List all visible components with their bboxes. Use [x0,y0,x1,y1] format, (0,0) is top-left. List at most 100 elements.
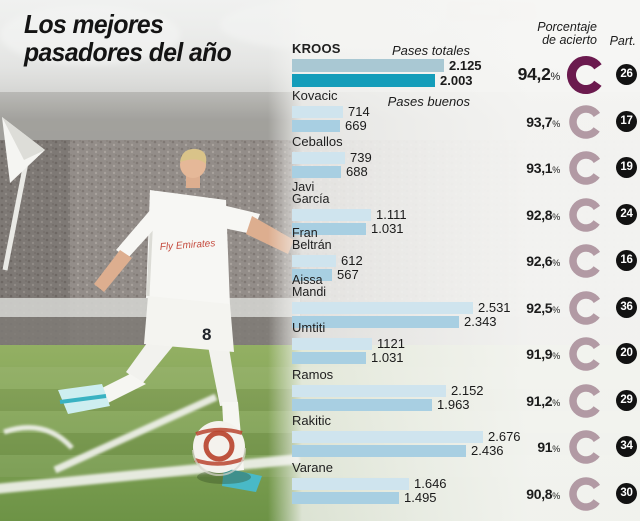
total-passes-bar [292,255,336,267]
player-row: Fran Beltrán 612 567 92,6% 16 [0,226,640,281]
total-passes-bar [292,59,444,72]
appearances-badge: 29 [616,390,637,411]
player-row: Aissa Mandi 2.531 2.343 92,5% 36 [0,273,640,328]
appearances-badge: 20 [616,343,637,364]
good-passes-value: 688 [346,164,368,179]
total-passes-value: 1121 [377,336,405,351]
jersey-text: Fly Emirates [159,238,215,253]
good-passes-bar [292,352,366,364]
pitch-lines [0,393,301,494]
good-passes-value: 1.031 [371,221,404,236]
player-row: Rakitic 2.676 2.436 91% 34 [0,413,640,464]
appearances-badge: 26 [616,64,637,85]
total-passes-value: 2.531 [478,300,511,315]
good-passes-value: 2.343 [464,314,497,329]
accuracy-ring [569,477,603,511]
total-passes-value: 1.111 [376,207,407,222]
player-figure: Fly Emirates 8 [58,148,294,492]
total-passes-bar [292,302,473,314]
accuracy-value: 93,1% [526,160,560,176]
accuracy-column-header: Porcentaje de acierto [537,20,597,47]
title-line1: Los mejores [24,9,164,39]
player-name: Umtiti [292,320,326,335]
player-name: Kovacic [292,88,338,103]
player-name: Aissa Mandi [292,273,327,299]
accuracy-value: 92,5% [526,300,560,316]
legend-total-passes: Pases totales [391,43,470,58]
total-passes-value: 739 [350,150,372,165]
accuracy-ring [569,151,603,185]
accuracy-value: 91% [537,439,560,455]
total-passes-value: 612 [341,253,363,268]
good-passes-value: 1.963 [437,397,470,412]
good-passes-bar [292,74,435,87]
accuracy-ring [569,244,603,278]
player-row: Javi García 1.111 1.031 92,8% 24 [0,180,640,235]
appearances-badge: 16 [616,250,637,271]
player-name: Rakitic [292,413,332,428]
good-passes-bar [292,120,340,132]
good-passes-bar [292,316,459,328]
appearances-badge: 24 [616,204,637,225]
total-passes-value: 2.152 [451,383,484,398]
good-passes-bar [292,445,466,457]
player-row: Ceballos 739 688 93,1% 19 [0,134,640,185]
player-name: Ceballos [292,134,343,149]
accuracy-ring [569,105,603,139]
accuracy-value: 94,2% [517,64,561,84]
good-passes-bar [292,399,432,411]
accuracy-value: 91,2% [526,393,560,409]
good-passes-bar [292,223,366,235]
football-icon [192,421,251,484]
good-passes-value: 1.495 [404,490,437,505]
total-passes-bar [292,209,371,221]
good-passes-value: 567 [337,267,359,282]
player-name: Varane [292,460,333,475]
good-passes-bar [292,269,332,281]
appearances-badge: 36 [616,297,637,318]
total-passes-bar [292,478,409,490]
player-name: KROOS [292,41,341,56]
legend-good-passes: Pases buenos [387,94,470,109]
total-passes-value: 2.125 [449,57,482,73]
good-passes-bar [292,166,341,178]
appearances-badge: 30 [616,483,637,504]
accuracy-ring [569,198,603,232]
accuracy-value: 92,8% [526,207,560,223]
good-passes-value: 669 [345,118,367,133]
good-passes-bar [292,492,399,504]
good-passes-value: 2.436 [471,443,504,458]
accuracy-value: 92,6% [526,253,560,269]
appearances-badge: 17 [616,111,637,132]
accuracy-value: 93,7% [526,114,560,130]
accuracy-ring [569,337,603,371]
total-passes-bar [292,338,372,350]
total-passes-value: 714 [348,104,370,119]
player-row: Umtiti 1121 1.031 91,9% 20 [0,320,640,371]
accuracy-ring [569,430,603,464]
total-passes-value: 2.676 [488,429,521,444]
player-row: Kovacic 714 669 93,7% 17 [0,88,640,139]
player-name: Fran Beltrán [292,226,332,252]
title-line2: pasadores del año [24,37,232,67]
accuracy-ring [567,56,605,94]
page-title: Los mejores pasadores del año [24,9,232,67]
total-passes-bar [292,431,483,443]
total-passes-bar [292,385,446,397]
accuracy-ring [569,291,603,325]
accuracy-value: 90,8% [526,486,560,502]
good-passes-value: 2.003 [440,72,473,88]
shorts-number: 8 [202,325,211,344]
accuracy-value: 91,9% [526,346,560,362]
total-passes-bar [292,152,345,164]
good-passes-value: 1.031 [371,350,404,365]
accuracy-ring [569,384,603,418]
player-row: KROOS 2.125 2.003 94,2% 26 [0,41,640,94]
total-passes-value: 1.646 [414,476,447,491]
player-row: Varane 1.646 1.495 90,8% 30 [0,460,640,511]
player-name: Javi García [292,180,330,206]
total-passes-bar [292,106,343,118]
corner-flag-icon [2,117,45,271]
player-row: Ramos 2.152 1.963 91,2% 29 [0,368,640,418]
